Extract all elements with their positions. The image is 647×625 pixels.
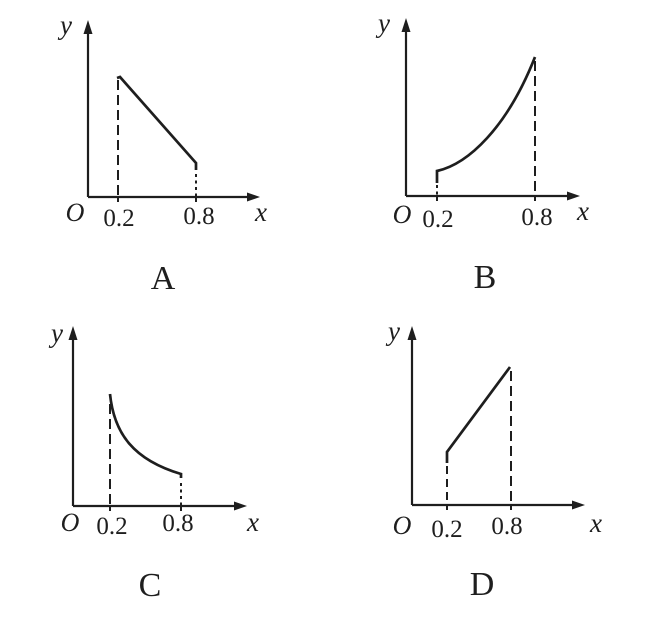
panel-c-tick-0-2: 0.2 [96,513,127,540]
panel-d-x-axis-arrow-icon [572,500,585,510]
panel-a-origin-label: O [66,198,85,227]
panel-c-option-label: C [139,567,162,604]
panel-a-y-axis-label: y [57,10,72,40]
panel-a-curve [116,75,198,170]
panel-c: y x O 0.2 0.8 C [48,318,259,604]
panel-d-origin-label: O [393,511,412,540]
panel-d-y-axis-arrow-icon [407,326,417,340]
panel-d-y-axis-label: y [385,316,400,346]
panel-d-option-label: D [470,566,495,603]
panel-a-axis-ticks [117,197,197,202]
panel-b-y-axis-arrow-icon [401,18,411,32]
panel-d-axis-ticks [446,505,512,510]
panel-a-x-axis-label: x [254,197,267,227]
panel-a: y x O 0.2 0.8 A [57,10,267,297]
panel-c-axis-ticks [109,506,182,511]
panel-b: y x O 0.2 0.8 B [375,8,589,296]
panel-b-y-axis-label: y [375,8,390,38]
panel-b-tick-0-8: 0.8 [521,204,552,231]
panel-c-tick-0-8: 0.8 [162,510,193,537]
panel-b-axis-ticks [436,196,536,201]
panel-d-tick-0-8: 0.8 [491,513,522,540]
panel-a-tick-0-8: 0.8 [183,203,214,230]
panel-d-tick-0-2: 0.2 [431,516,462,543]
panel-b-tick-0-2: 0.2 [422,206,453,233]
panel-c-x-axis-arrow-icon [234,501,247,511]
panel-b-origin-label: O [393,200,412,229]
panel-a-tick-0-2: 0.2 [103,205,134,232]
panel-a-x-axis-arrow-icon [247,192,260,202]
panel-a-y-axis-arrow-icon [83,20,93,34]
panel-b-option-label: B [474,259,497,296]
panel-b-x-axis-arrow-icon [567,191,580,201]
panel-c-origin-label: O [61,508,80,537]
panel-d: y x O 0.2 0.8 D [385,316,602,603]
panel-a-option-label: A [151,260,176,297]
panel-c-y-axis-label: y [48,318,63,348]
panel-d-curve [445,366,512,463]
panel-b-curve [435,56,537,183]
panel-c-curve [108,393,183,478]
panel-d-x-axis-label: x [589,508,602,538]
panel-b-x-axis-label: x [576,196,589,226]
panel-c-y-axis-arrow-icon [68,326,78,340]
panel-c-x-axis-label: x [246,507,259,537]
